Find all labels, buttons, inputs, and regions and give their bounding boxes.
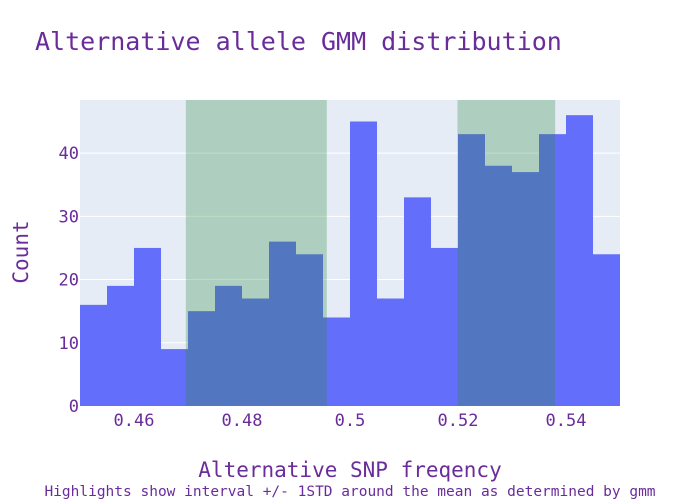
histogram-bar xyxy=(566,115,593,406)
y-tick-label: 30 xyxy=(59,207,79,227)
histogram-bar xyxy=(404,197,431,406)
y-tick-label: 40 xyxy=(59,144,79,164)
histogram-bar xyxy=(323,317,350,406)
histogram-bar xyxy=(512,172,539,406)
y-tick-labels: 0 10 20 30 40 xyxy=(59,144,79,417)
chart-caption: Highlights show interval +/- 1STD around… xyxy=(44,484,655,500)
x-tick-label: 0.5 xyxy=(335,411,366,431)
x-axis-label: Alternative SNP freqency xyxy=(198,458,501,482)
y-tick-label: 0 xyxy=(69,397,79,417)
x-tick-label: 0.48 xyxy=(222,411,263,431)
std-highlight-band xyxy=(457,100,556,406)
bars-group xyxy=(80,115,620,407)
histogram-bar xyxy=(80,304,107,406)
x-tick-label: 0.52 xyxy=(438,411,479,431)
histogram-bar xyxy=(485,165,512,406)
chart-title: Alternative allele GMM distribution xyxy=(35,27,562,56)
histogram-bar xyxy=(134,247,161,406)
std-highlight-band xyxy=(185,100,327,406)
histogram-bar xyxy=(215,285,242,406)
histogram-bar xyxy=(458,134,485,406)
histogram-bar xyxy=(377,298,404,406)
highlight-bands xyxy=(185,100,556,406)
histogram-bar xyxy=(431,247,458,406)
y-tick-label: 20 xyxy=(59,271,79,291)
x-tick-labels: 0.46 0.48 0.5 0.52 0.54 xyxy=(114,411,587,431)
histogram-bar xyxy=(350,121,377,407)
histogram-bar xyxy=(242,298,269,406)
histogram-bar xyxy=(269,241,296,406)
histogram-bar xyxy=(296,254,323,406)
histogram-bar xyxy=(107,285,134,406)
x-tick-label: 0.54 xyxy=(546,411,587,431)
histogram-bar xyxy=(539,134,566,406)
y-axis-label: Count xyxy=(9,220,33,283)
x-tick-label: 0.46 xyxy=(114,411,155,431)
histogram-bar xyxy=(593,254,620,406)
y-tick-label: 10 xyxy=(59,334,79,354)
histogram-bar xyxy=(161,349,188,406)
histogram-bar xyxy=(188,311,215,406)
